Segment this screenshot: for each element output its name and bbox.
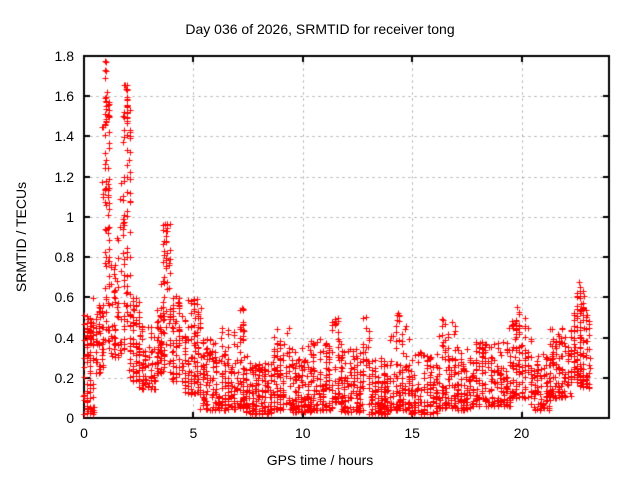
x-axis-label: GPS time / hours — [266, 452, 374, 468]
x-tick-label: 5 — [189, 425, 198, 441]
x-tick-label: 20 — [513, 425, 530, 441]
x-tick-label: 15 — [404, 425, 420, 441]
y-tick-label: 1.6 — [54, 88, 74, 105]
y-tick-label: 1 — [66, 208, 74, 225]
y-tick-label: 1.2 — [54, 168, 74, 185]
y-axis-label: SRMTID / TECUs — [13, 181, 29, 293]
y-tick-label: 0 — [66, 410, 74, 426]
x-tick-label: 10 — [294, 425, 311, 441]
y-tick-label: 0.8 — [54, 249, 74, 266]
y-tick-label: 1.4 — [54, 128, 74, 145]
y-tick-label: 0.4 — [54, 329, 74, 346]
y-tick-label: 1.8 — [54, 48, 74, 64]
y-tick-label: 0.2 — [54, 369, 74, 386]
chart-title: Day 036 of 2026, SRMTID for receiver ton… — [185, 21, 455, 37]
x-tick-label: 0 — [80, 425, 88, 441]
y-tick-label: 0.6 — [54, 289, 74, 306]
